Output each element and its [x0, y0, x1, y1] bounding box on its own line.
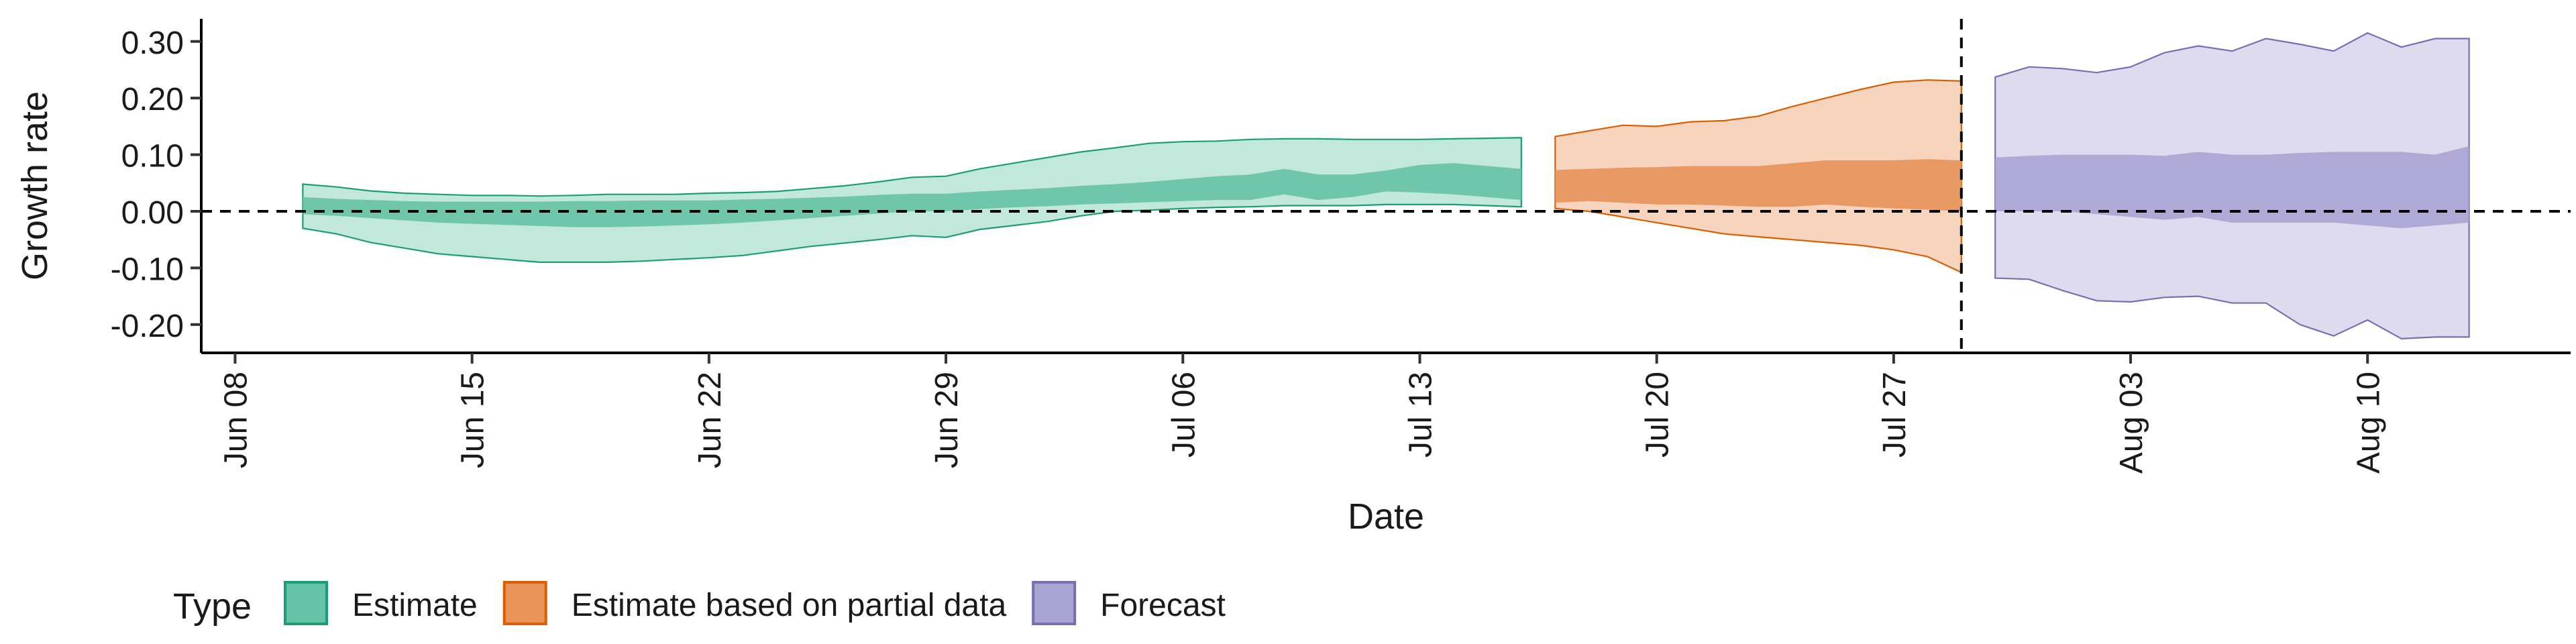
- legend-label: Estimate based on partial data: [572, 588, 1007, 623]
- y-tick-label: 0.10: [121, 139, 184, 174]
- y-tick-label: 0.00: [121, 195, 184, 231]
- x-tick-label: Aug 03: [2114, 372, 2149, 474]
- legend-item-2: Forecast: [1032, 581, 1226, 625]
- x-tick-label: Aug 10: [2351, 372, 2386, 474]
- legend-title: Type: [173, 586, 252, 627]
- x-axis-title: Date: [1348, 496, 1424, 537]
- x-tick-label: Jul 27: [1877, 372, 1913, 458]
- x-tick-label: Jul 06: [1166, 372, 1201, 458]
- series-1: [1554, 79, 1962, 274]
- reference-lines: [201, 19, 2571, 353]
- x-tick-label: Jul 20: [1640, 372, 1676, 458]
- series-bands: [302, 32, 2470, 340]
- band-50-1: [1555, 159, 1962, 211]
- y-tick-label: -0.10: [111, 252, 184, 287]
- legend-swatch: [1032, 581, 1077, 625]
- x-tick-label: Jun 22: [692, 372, 728, 468]
- legend-swatch: [502, 581, 547, 625]
- legend-item-0: Estimate: [284, 581, 478, 625]
- y-tick-label: 0.30: [121, 25, 184, 61]
- x-tick-label: Jul 13: [1403, 372, 1438, 458]
- band-50-0: [303, 163, 1521, 227]
- axes: -0.20 -0.10 0.00 0.10 0.20 0.30 Jun 08 Jun 15 Ju…: [111, 19, 2571, 474]
- series-2: [1994, 32, 2470, 340]
- x-tick-label: Jun 29: [929, 372, 965, 468]
- series-0: [302, 137, 1522, 263]
- x-tick-label: Jun 15: [455, 372, 491, 468]
- x-tick-label: Jun 08: [218, 372, 254, 468]
- legend-swatch: [284, 581, 328, 625]
- legend-item-1: Estimate based on partial data: [502, 581, 1007, 625]
- band-50-2: [1995, 146, 2469, 229]
- legend-label: Forecast: [1100, 588, 1226, 623]
- legend-label: Estimate: [352, 588, 478, 623]
- y-tick-label: -0.20: [111, 309, 184, 344]
- y-axis-title: Growth rate: [15, 91, 55, 280]
- y-tick-label: 0.20: [121, 82, 184, 117]
- legend: Type Estimate Estimate based on partial d…: [173, 581, 1226, 627]
